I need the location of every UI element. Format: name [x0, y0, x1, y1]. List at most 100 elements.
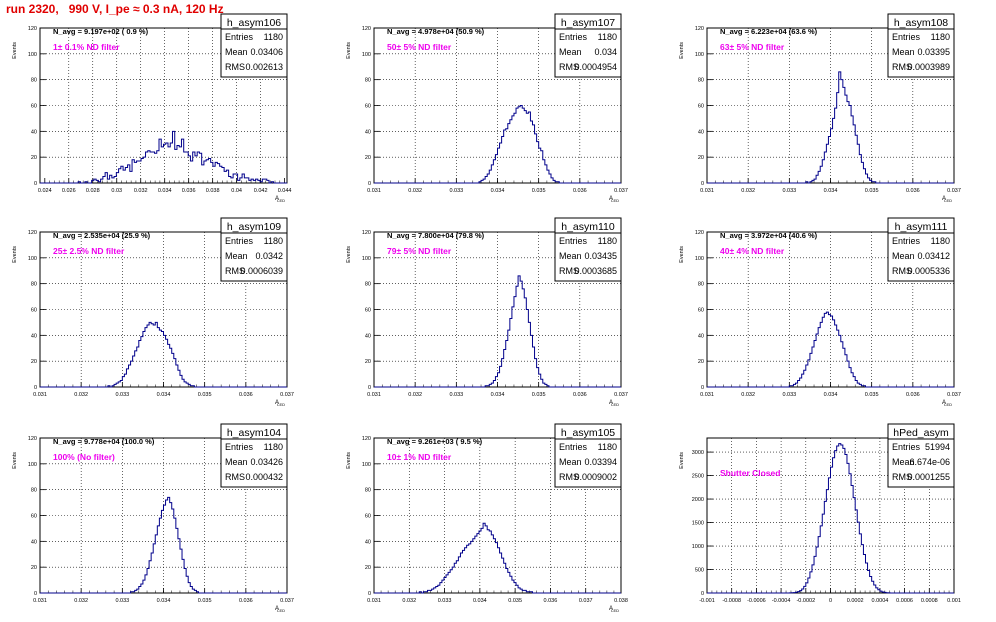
y-tick-label: 100 — [362, 462, 371, 468]
stats-value: 0.0004954 — [574, 62, 617, 72]
stats-value: 1180 — [598, 442, 617, 452]
navg-label: N_avg = 9.197e+02 ( 0.9 %) — [53, 27, 149, 36]
stats-key: Mean — [225, 251, 248, 261]
x-tick-label: 0.032 — [408, 392, 422, 398]
histogram-line — [374, 105, 621, 184]
y-tick-label: 20 — [698, 155, 704, 161]
stats-box — [887, 217, 955, 282]
histogram-line — [707, 311, 954, 388]
histogram-name: h_asym111 — [895, 221, 948, 233]
stats-key: Entries — [892, 442, 921, 452]
y-tick-label: 100 — [362, 256, 371, 262]
stats-value: 1180 — [264, 236, 283, 246]
y-tick-label: 120 — [695, 230, 704, 236]
x-axis-label-sub: LED — [944, 198, 952, 203]
stats-key: RMS — [559, 62, 579, 72]
y-tick-label: 120 — [695, 26, 704, 32]
stats-value: 0.000432 — [245, 472, 283, 482]
histogram-name: h_asym108 — [894, 17, 948, 29]
y-tick-label: 1000 — [692, 544, 704, 550]
y-tick-label: 100 — [28, 256, 37, 262]
stats-value: 1180 — [598, 32, 617, 42]
navg-label: N_avg = 6.223e+04 (63.6 %) — [720, 27, 818, 36]
histogram-panel-h_asym108: 0.031 0.032 0.033 0.034 0.035 0.036 0.037 0 20 40… — [679, 13, 961, 203]
stats-key: RMS — [559, 472, 579, 482]
y-axis-label: Events — [12, 452, 18, 469]
y-axis-label: Events — [679, 42, 685, 59]
stats-value: 0.0006039 — [240, 266, 283, 276]
x-tick-label: 0.04 — [231, 188, 242, 194]
y-tick-label: 0 — [368, 181, 371, 187]
y-tick-label: 60 — [698, 308, 704, 314]
stats-value: 1180 — [264, 442, 283, 452]
x-tick-label: 0.037 — [614, 392, 628, 398]
y-tick-label: 40 — [31, 129, 37, 135]
y-tick-label: 40 — [365, 333, 371, 339]
histogram-name: h_asym105 — [561, 427, 615, 439]
stats-key: Mean — [225, 47, 248, 57]
x-tick-label: 0.028 — [86, 188, 100, 194]
x-axis-label-sub: LED — [611, 608, 619, 613]
y-tick-label: 1500 — [692, 521, 704, 527]
x-tick-label: 0.032 — [74, 598, 88, 604]
x-tick-label: -0.0008 — [722, 598, 741, 604]
x-tick-label: 0.037 — [579, 598, 593, 604]
stats-key: Mean — [892, 47, 915, 57]
y-tick-label: 80 — [365, 488, 371, 494]
y-tick-label: 80 — [31, 488, 37, 494]
navg-label: N_avg = 7.800e+04 (79.8 %) — [387, 231, 485, 240]
y-tick-label: 80 — [31, 282, 37, 288]
stats-value: 0.0003685 — [574, 266, 617, 276]
stats-key: Mean — [559, 457, 582, 467]
stats-key: Entries — [559, 32, 588, 42]
x-tick-label: 0.033 — [115, 392, 129, 398]
stats-value: 0.0342 — [255, 251, 283, 261]
y-axis-label: Events — [679, 452, 685, 469]
x-tick-label: 0.034 — [473, 598, 487, 604]
x-tick-label: 0.038 — [614, 598, 628, 604]
y-tick-label: 20 — [31, 359, 37, 365]
histogram-name: h_asym109 — [227, 221, 281, 233]
x-tick-label: 0.034 — [157, 598, 171, 604]
navg-label: N_avg = 4.978e+04 (50.9 %) — [387, 27, 485, 36]
y-tick-label: 120 — [28, 230, 37, 236]
stats-key: RMS — [225, 266, 245, 276]
navg-label: N_avg = 9.778e+04 (100.0 %) — [53, 437, 155, 446]
y-tick-label: 80 — [365, 282, 371, 288]
filter-label: 100% (No filter) — [53, 452, 115, 462]
x-axis-label: A — [275, 196, 279, 202]
x-tick-label: 0.035 — [198, 392, 212, 398]
stats-value: 0.034 — [594, 47, 617, 57]
x-axis-label-sub: LED — [611, 402, 619, 407]
histogram-line — [374, 275, 621, 388]
x-tick-label: 0.031 — [367, 188, 381, 194]
x-tick-label: 0.044 — [278, 188, 292, 194]
filter-label: 50± 5% ND filter — [387, 42, 452, 52]
x-tick-label: 0.033 — [449, 188, 463, 194]
y-tick-label: 20 — [31, 155, 37, 161]
filter-label: Shutter Closed — [720, 468, 780, 478]
y-axis-label: Events — [12, 246, 18, 263]
stats-key: RMS — [225, 62, 245, 72]
histogram-panel-h_asym104: 0.031 0.032 0.033 0.034 0.035 0.036 0.037 0 20 40… — [12, 423, 294, 613]
stats-value: 0.0009002 — [574, 472, 617, 482]
y-tick-label: 0 — [34, 181, 37, 187]
histogram-line — [374, 522, 621, 594]
navg-label: N_avg = 2.535e+04 (25.9 %) — [53, 231, 151, 240]
x-axis-label-sub: LED — [277, 198, 285, 203]
x-tick-label: 0.032 — [408, 188, 422, 194]
histogram-name: hPed_asym — [893, 427, 949, 439]
y-tick-label: 20 — [365, 565, 371, 571]
stats-key: Entries — [559, 442, 588, 452]
stats-key: RMS — [225, 472, 245, 482]
y-tick-label: 80 — [31, 78, 37, 84]
filter-label: 63± 5% ND filter — [720, 42, 785, 52]
stats-box — [220, 217, 288, 282]
x-tick-label: 0.001 — [947, 598, 961, 604]
histogram-panel-h_asym111: 0.031 0.032 0.033 0.034 0.035 0.036 0.037 0 20 40… — [679, 217, 961, 407]
x-tick-label: 0.038 — [206, 188, 220, 194]
x-axis-label: A — [609, 606, 613, 612]
x-tick-label: 0.036 — [906, 188, 920, 194]
histogram-line — [40, 496, 287, 594]
y-tick-label: 20 — [31, 565, 37, 571]
